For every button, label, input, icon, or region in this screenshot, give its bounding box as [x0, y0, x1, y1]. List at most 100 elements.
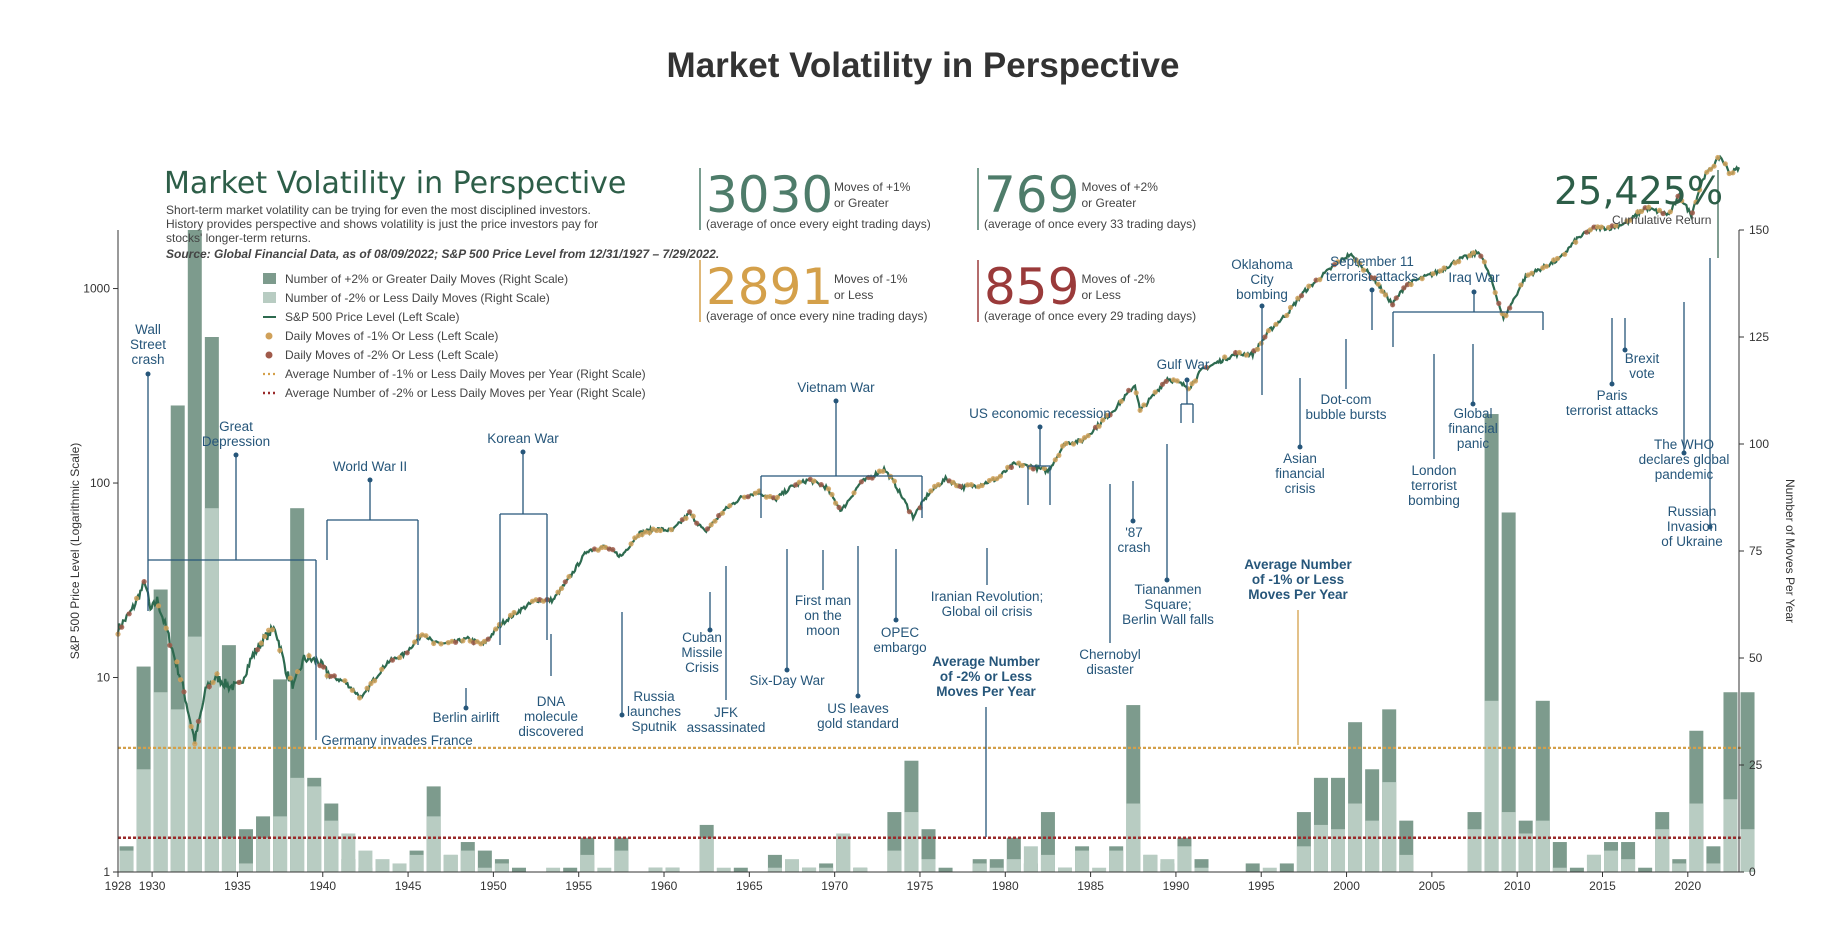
ann-iraq: Iraq War — [1448, 270, 1500, 285]
daily-move-dot — [397, 654, 403, 661]
daily-move-dot — [1656, 207, 1663, 213]
ann-first-man: on the — [804, 608, 842, 623]
legend-entry: Daily Moves of -1% Or Less (Left Scale) — [285, 329, 498, 343]
ann-gold: gold standard — [817, 716, 899, 731]
daily-move-dot — [928, 488, 934, 494]
daily-move-dot — [1675, 193, 1681, 199]
daily-move-dot — [177, 677, 184, 683]
daily-move-dot — [507, 612, 514, 619]
ann-wall-street: Street — [130, 337, 166, 352]
daily-move-dot — [1441, 265, 1447, 271]
bar-down2 — [307, 786, 322, 872]
ann-opec: OPEC — [881, 625, 920, 640]
daily-move-dot — [1693, 199, 1699, 205]
daily-move-dot — [1573, 239, 1579, 245]
daily-move-dot — [1554, 255, 1560, 262]
bar-down2 — [1160, 859, 1175, 872]
ann-jfk: assassinated — [687, 720, 766, 735]
daily-move-dot — [950, 479, 956, 485]
bar-down2 — [1296, 846, 1311, 872]
bar-down2 — [1518, 833, 1533, 872]
daily-move-dot — [1335, 259, 1341, 265]
daily-move-dot — [719, 510, 726, 516]
infographic-layer: Market Volatility in Perspective Short-te… — [164, 166, 1723, 400]
daily-move-dot — [431, 640, 437, 647]
annotation-dot — [1259, 303, 1265, 309]
annotation-dot — [1609, 381, 1615, 387]
bar-up2 — [563, 867, 578, 872]
daily-move-dot — [321, 664, 327, 670]
daily-move-dot — [1393, 295, 1399, 301]
daily-move-dot — [793, 482, 799, 488]
ann-brexit: vote — [1629, 366, 1655, 381]
x-tick-label: 1950 — [480, 879, 507, 893]
info-intro: Short-term market volatility can be tryi… — [166, 203, 591, 217]
x-tick-label: 1970 — [821, 879, 848, 893]
stat-number: 859 — [984, 258, 1079, 316]
bar-down2 — [887, 850, 902, 872]
ann-london: terrorist — [1411, 478, 1457, 493]
daily-move-dot — [357, 695, 363, 701]
daily-move-dot — [1284, 312, 1290, 318]
bar-down2 — [1399, 854, 1414, 872]
bar-down2 — [1058, 867, 1073, 872]
bar-down2 — [802, 867, 817, 872]
daily-move-dot — [628, 541, 634, 547]
daily-move-dot — [167, 642, 173, 648]
bar-down2 — [972, 863, 987, 872]
daily-move-dot — [1005, 464, 1011, 470]
daily-move-dot — [287, 675, 293, 681]
ann-oklahoma: bombing — [1236, 287, 1288, 302]
daily-move-dot — [566, 574, 572, 580]
daily-move-dot — [389, 657, 396, 663]
ann-iranian: Global oil crisis — [942, 604, 1033, 619]
ann-oklahoma: City — [1250, 272, 1273, 287]
bar-down2 — [1365, 820, 1380, 872]
daily-move-dot — [829, 491, 835, 498]
ann-sputnik: Sputnik — [631, 719, 676, 734]
ann-chernobyl: disaster — [1086, 662, 1134, 677]
left-tick-label: 1000 — [83, 282, 110, 296]
left-axis-title: S&P 500 Price Level (Logarithmic Scale) — [68, 443, 82, 660]
daily-move-dot — [349, 687, 355, 693]
bar-down2 — [1672, 863, 1687, 872]
daily-move-dot — [811, 478, 817, 484]
stat-label: or Greater — [834, 196, 889, 210]
daily-move-dot — [1679, 198, 1685, 204]
daily-move-dot — [1609, 223, 1615, 229]
bar-down2 — [665, 867, 680, 872]
daily-move-dot — [774, 494, 781, 500]
bar-down2 — [1006, 859, 1021, 872]
annotation-dot — [520, 449, 526, 455]
daily-move-dot — [481, 638, 487, 645]
annotation-dot — [1184, 377, 1190, 383]
ann-jfk: JFK — [714, 705, 738, 720]
annotation-dot — [855, 693, 861, 699]
daily-move-dot — [1646, 204, 1652, 210]
ann-asian: crisis — [1285, 481, 1316, 496]
annotation-dot — [233, 452, 239, 458]
stat-sub: (average of once every 33 trading days) — [984, 217, 1196, 231]
daily-move-dot — [1152, 389, 1158, 395]
daily-move-dot — [210, 679, 216, 686]
daily-move-dot — [1331, 262, 1337, 268]
annotation-dot — [619, 712, 625, 718]
daily-move-dot — [192, 741, 198, 747]
daily-move-dot — [1233, 350, 1239, 356]
daily-move-dot — [1189, 381, 1195, 387]
x-tick-label: 1990 — [1163, 879, 1190, 893]
annotation-dot — [145, 371, 151, 377]
annotation-dot — [893, 617, 899, 623]
daily-move-dot — [1063, 440, 1069, 446]
stat-sub: (average of once every eight trading day… — [706, 217, 931, 231]
daily-move-dot — [485, 636, 491, 642]
daily-move-dot — [1070, 441, 1077, 447]
daily-move-dot — [1019, 462, 1025, 469]
bar-down2 — [1706, 863, 1721, 872]
bar-down2 — [409, 854, 424, 872]
ann-sputnik: Russia — [633, 689, 675, 704]
bar-down2 — [187, 636, 202, 872]
annotation-dot — [367, 477, 373, 483]
